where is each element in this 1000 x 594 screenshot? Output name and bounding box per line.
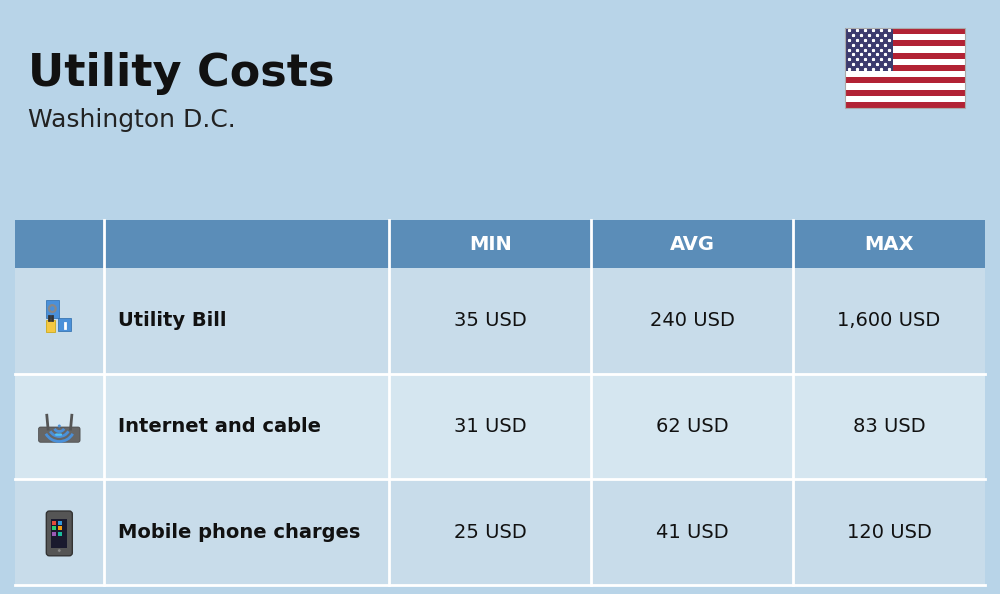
- Bar: [845, 40, 965, 46]
- Text: Utility Bill: Utility Bill: [118, 311, 226, 330]
- Text: MIN: MIN: [469, 235, 512, 254]
- Bar: [845, 28, 965, 108]
- Bar: [46, 320, 55, 331]
- Bar: [51, 519, 67, 548]
- Bar: [58, 526, 62, 530]
- Bar: [58, 318, 71, 331]
- Text: 25 USD: 25 USD: [454, 523, 527, 542]
- Circle shape: [48, 304, 57, 313]
- Bar: [845, 34, 965, 40]
- Bar: [845, 77, 965, 83]
- Circle shape: [58, 434, 61, 436]
- Bar: [15, 268, 985, 374]
- Bar: [845, 102, 965, 108]
- Circle shape: [58, 425, 61, 428]
- Bar: [52, 532, 56, 536]
- Text: 62 USD: 62 USD: [656, 417, 728, 436]
- Bar: [58, 520, 62, 525]
- FancyBboxPatch shape: [39, 427, 80, 443]
- Text: AVG: AVG: [670, 235, 715, 254]
- Text: MAX: MAX: [864, 235, 914, 254]
- Text: 1,600 USD: 1,600 USD: [837, 311, 941, 330]
- FancyBboxPatch shape: [46, 511, 72, 556]
- Bar: [845, 83, 965, 90]
- Bar: [52, 526, 56, 530]
- Bar: [845, 28, 965, 34]
- Bar: [845, 28, 893, 71]
- Text: 35 USD: 35 USD: [454, 311, 527, 330]
- Bar: [845, 53, 965, 59]
- Text: 41 USD: 41 USD: [656, 523, 728, 542]
- Text: Washington D.C.: Washington D.C.: [28, 108, 236, 132]
- Bar: [46, 299, 59, 318]
- Bar: [845, 59, 965, 65]
- Bar: [845, 46, 965, 53]
- Text: 120 USD: 120 USD: [847, 523, 931, 542]
- Bar: [845, 96, 965, 102]
- Bar: [845, 65, 965, 71]
- Circle shape: [60, 434, 62, 436]
- Bar: [58, 532, 62, 536]
- Circle shape: [50, 307, 55, 311]
- Text: Utility Costs: Utility Costs: [28, 52, 334, 95]
- Bar: [845, 90, 965, 96]
- Circle shape: [58, 549, 61, 552]
- Bar: [52, 520, 56, 525]
- Text: Mobile phone charges: Mobile phone charges: [118, 523, 360, 542]
- Bar: [845, 71, 965, 77]
- Bar: [15, 479, 985, 585]
- Bar: [15, 220, 985, 268]
- Text: Internet and cable: Internet and cable: [118, 417, 321, 436]
- Circle shape: [55, 434, 58, 436]
- Text: 83 USD: 83 USD: [853, 417, 925, 436]
- Circle shape: [57, 434, 59, 436]
- Text: 240 USD: 240 USD: [650, 311, 734, 330]
- Bar: [15, 374, 985, 479]
- Text: 31 USD: 31 USD: [454, 417, 526, 436]
